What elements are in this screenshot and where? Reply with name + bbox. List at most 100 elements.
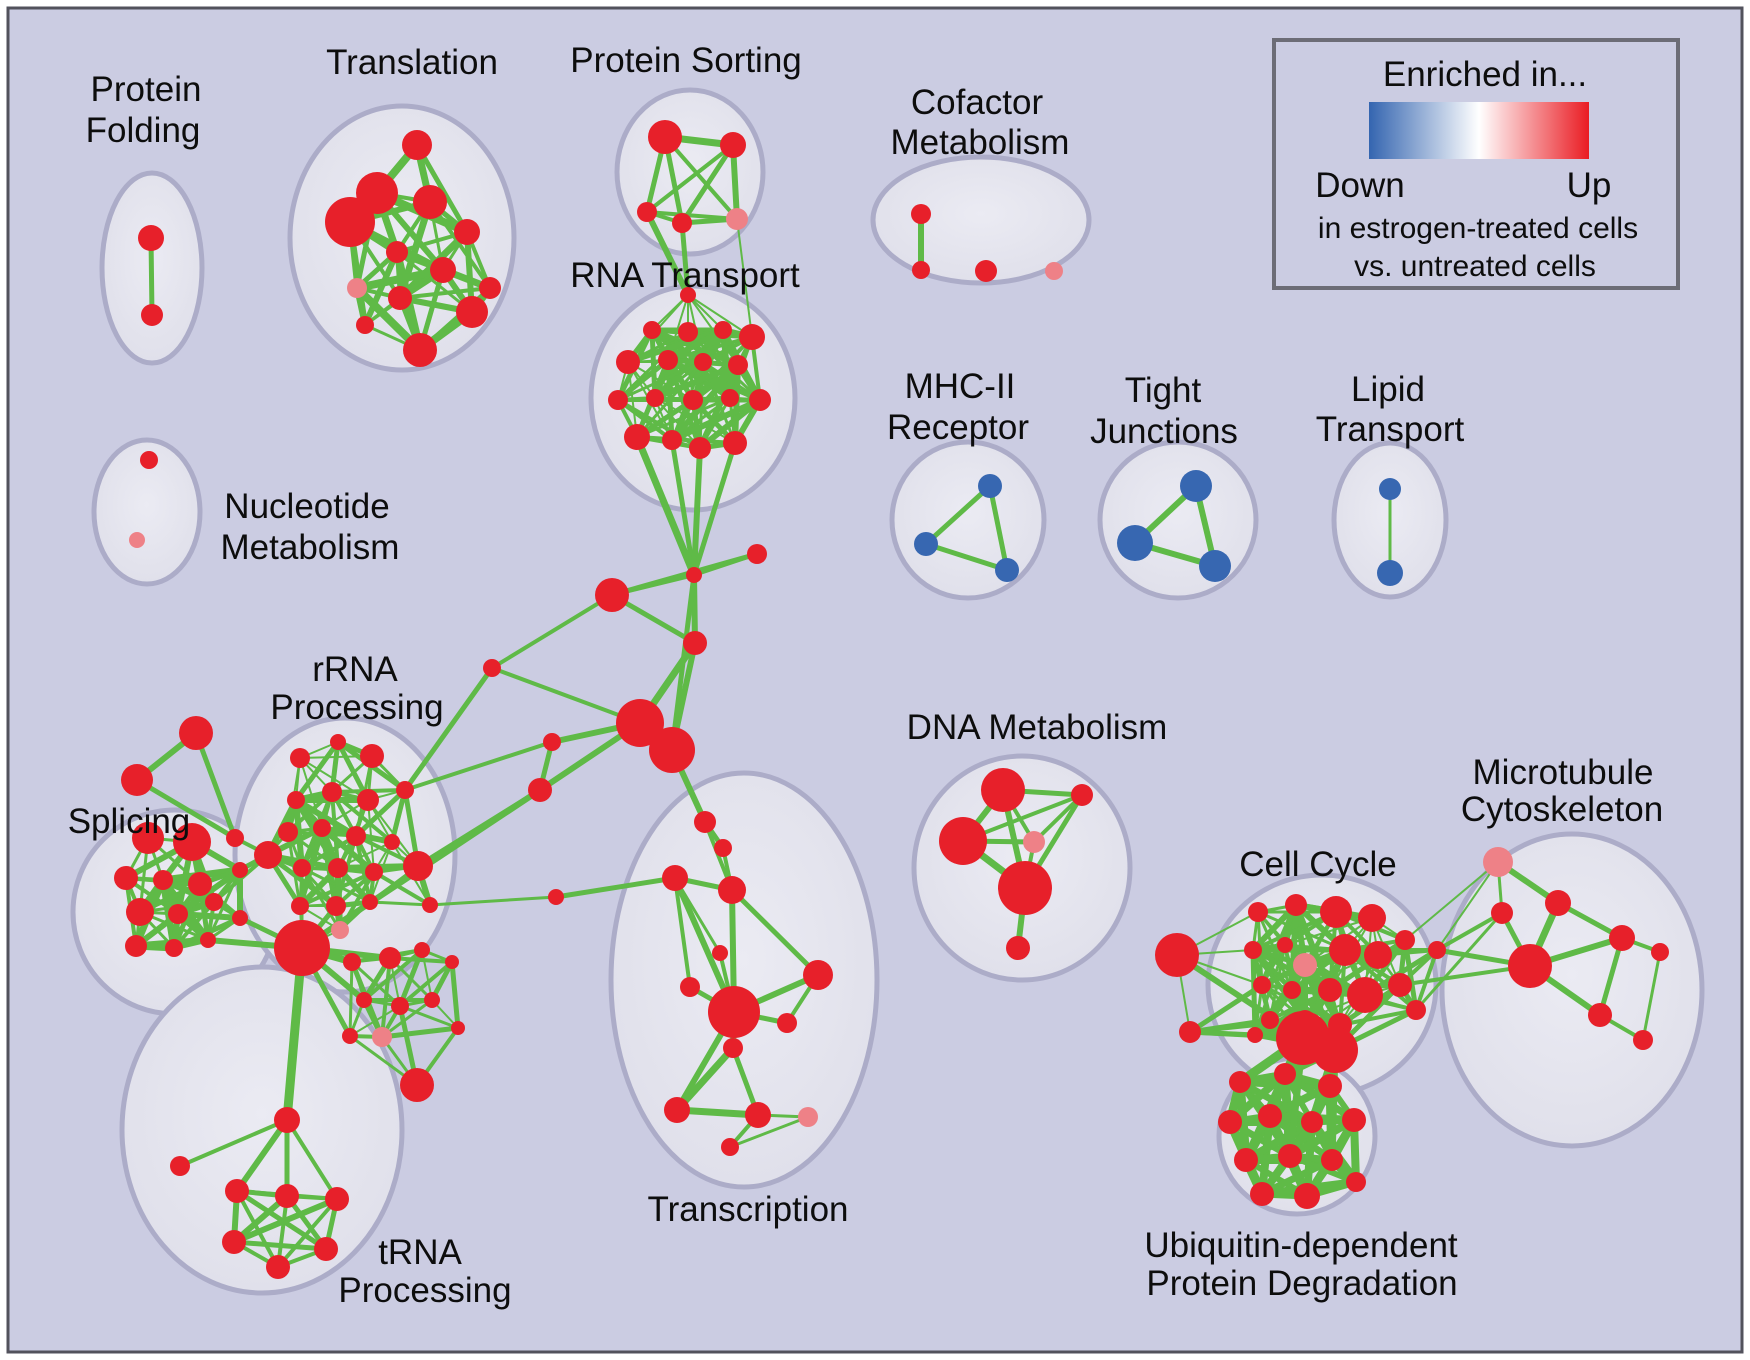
- gene-set-node-rt[interactable]: [624, 424, 650, 450]
- gene-set-node-rt[interactable]: [616, 350, 640, 374]
- gene-set-node-pf[interactable]: [138, 225, 164, 251]
- gene-set-node-lg[interactable]: [424, 992, 440, 1008]
- gene-set-node-mt[interactable]: [1588, 1003, 1612, 1027]
- gene-set-node-rr[interactable]: [291, 897, 309, 915]
- gene-set-node-rt[interactable]: [680, 287, 696, 303]
- gene-set-node-tl[interactable]: [479, 277, 501, 299]
- gene-set-node-nm[interactable]: [129, 532, 145, 548]
- gene-set-node-tl[interactable]: [347, 278, 367, 298]
- gene-set-node-ub[interactable]: [1250, 1182, 1274, 1206]
- gene-set-node-pf[interactable]: [141, 304, 163, 326]
- gene-set-node-cc[interactable]: [1329, 934, 1361, 966]
- gene-set-node-cc[interactable]: [1244, 941, 1262, 959]
- gene-set-node-tri[interactable]: [226, 829, 244, 847]
- gene-set-node-mh[interactable]: [914, 532, 938, 556]
- gene-set-node-mt[interactable]: [1545, 890, 1571, 916]
- gene-set-node-cc[interactable]: [1364, 941, 1392, 969]
- gene-set-node-rr[interactable]: [403, 851, 433, 881]
- gene-set-node-tj[interactable]: [1180, 470, 1212, 502]
- gene-set-node-tr[interactable]: [170, 1156, 190, 1176]
- gene-set-node-rr[interactable]: [396, 781, 414, 799]
- gene-set-node-rr[interactable]: [322, 782, 342, 802]
- gene-set-node-cc[interactable]: [1277, 937, 1293, 953]
- gene-set-node-mh[interactable]: [978, 474, 1002, 498]
- gene-set-node-rr[interactable]: [362, 894, 378, 910]
- gene-set-node-rr[interactable]: [254, 841, 282, 869]
- gene-set-node-cc[interactable]: [1283, 981, 1301, 999]
- gene-set-node-cc[interactable]: [1155, 933, 1199, 977]
- gene-set-node-tc[interactable]: [721, 1138, 739, 1156]
- gene-set-node-ub[interactable]: [1218, 1110, 1242, 1134]
- gene-set-node-lg[interactable]: [445, 955, 459, 969]
- gene-set-node-mt[interactable]: [1483, 847, 1513, 877]
- gene-set-node-jn[interactable]: [616, 699, 664, 747]
- gene-set-node-mt[interactable]: [1633, 1030, 1653, 1050]
- gene-set-node-tr[interactable]: [225, 1179, 249, 1203]
- gene-set-node-tr[interactable]: [266, 1255, 290, 1279]
- gene-set-node-rr[interactable]: [346, 826, 366, 846]
- gene-set-node-mt[interactable]: [1609, 925, 1635, 951]
- gene-set-node-sp[interactable]: [173, 823, 211, 861]
- gene-set-node-tl[interactable]: [456, 296, 488, 328]
- gene-set-node-tl[interactable]: [454, 219, 480, 245]
- gene-set-node-sp[interactable]: [125, 935, 147, 957]
- gene-set-node-cc[interactable]: [1179, 1021, 1201, 1043]
- gene-set-node-tc[interactable]: [803, 960, 833, 990]
- gene-set-node-nm[interactable]: [140, 451, 158, 469]
- gene-set-node-ub[interactable]: [1229, 1071, 1251, 1093]
- gene-set-node-tc[interactable]: [662, 865, 688, 891]
- gene-set-node-ps[interactable]: [648, 120, 682, 154]
- gene-set-node-jn[interactable]: [595, 578, 629, 612]
- gene-set-node-lg[interactable]: [400, 1068, 434, 1102]
- gene-set-node-tr[interactable]: [274, 1107, 300, 1133]
- gene-set-node-sp[interactable]: [153, 870, 173, 890]
- gene-set-node-rr[interactable]: [328, 858, 348, 878]
- gene-set-node-jn[interactable]: [649, 727, 695, 773]
- gene-set-node-rt[interactable]: [694, 353, 712, 371]
- gene-set-node-cc[interactable]: [1406, 1000, 1426, 1020]
- gene-set-node-tj[interactable]: [1117, 525, 1153, 561]
- gene-set-node-rr[interactable]: [278, 822, 298, 842]
- gene-set-node-tl[interactable]: [413, 185, 447, 219]
- gene-set-node-rr[interactable]: [384, 834, 400, 850]
- gene-set-node-tc[interactable]: [680, 977, 700, 997]
- gene-set-node-tl[interactable]: [402, 130, 432, 160]
- gene-set-node-sp[interactable]: [232, 862, 248, 878]
- gene-set-node-mt[interactable]: [1651, 943, 1669, 961]
- gene-set-node-sp[interactable]: [168, 904, 188, 924]
- gene-set-node-sp[interactable]: [132, 822, 164, 854]
- gene-set-node-lt[interactable]: [1377, 560, 1403, 586]
- gene-set-node-lg[interactable]: [343, 953, 361, 971]
- gene-set-node-cc[interactable]: [1312, 1027, 1358, 1073]
- gene-set-node-cc[interactable]: [1248, 902, 1268, 922]
- gene-set-node-tc[interactable]: [694, 811, 716, 833]
- gene-set-node-cc[interactable]: [1318, 978, 1342, 1002]
- gene-set-node-tri[interactable]: [179, 716, 213, 750]
- gene-set-node-cc[interactable]: [1261, 1011, 1279, 1029]
- gene-set-node-sp[interactable]: [165, 939, 183, 957]
- gene-set-node-rt[interactable]: [714, 321, 732, 339]
- gene-set-node-rr[interactable]: [274, 920, 330, 976]
- gene-set-node-tc[interactable]: [723, 1038, 743, 1058]
- gene-set-node-cc[interactable]: [1285, 894, 1307, 916]
- gene-set-node-ub[interactable]: [1318, 1074, 1342, 1098]
- gene-set-node-sp[interactable]: [205, 893, 223, 911]
- gene-set-node-sp[interactable]: [200, 932, 216, 948]
- gene-set-node-rr[interactable]: [357, 789, 379, 811]
- gene-set-node-ub[interactable]: [1258, 1104, 1282, 1128]
- gene-set-node-rt[interactable]: [728, 355, 748, 375]
- gene-set-node-rt[interactable]: [678, 322, 698, 342]
- gene-set-node-tc[interactable]: [745, 1102, 771, 1128]
- gene-set-node-tc[interactable]: [708, 986, 760, 1038]
- gene-set-node-lg[interactable]: [414, 942, 430, 958]
- gene-set-node-rr[interactable]: [330, 734, 346, 750]
- gene-set-node-ps[interactable]: [672, 213, 692, 233]
- gene-set-node-rt[interactable]: [721, 389, 739, 407]
- gene-set-node-tl[interactable]: [388, 286, 412, 310]
- gene-set-node-rt[interactable]: [689, 437, 711, 459]
- gene-set-node-ps[interactable]: [726, 208, 748, 230]
- gene-set-node-ub[interactable]: [1278, 1144, 1302, 1168]
- gene-set-node-jn[interactable]: [483, 659, 501, 677]
- gene-set-node-cf[interactable]: [1045, 262, 1063, 280]
- gene-set-node-lt[interactable]: [1379, 478, 1401, 500]
